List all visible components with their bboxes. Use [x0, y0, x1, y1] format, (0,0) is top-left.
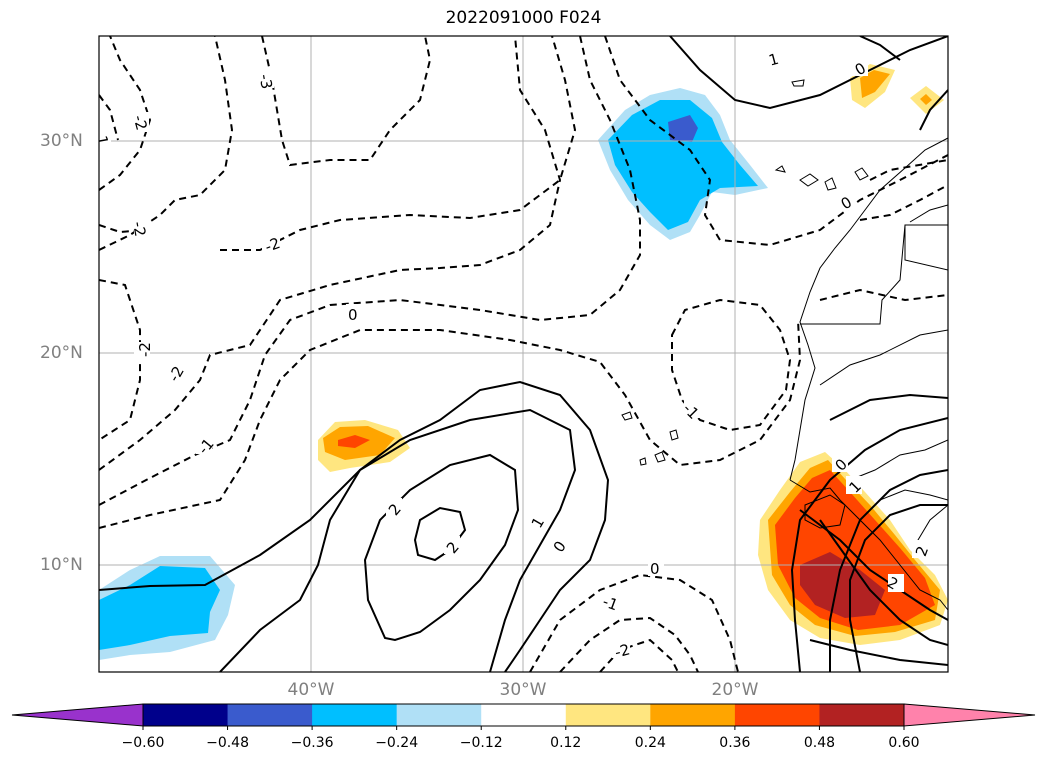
colorbar-tick-label: 0.48	[803, 735, 836, 751]
contour-label: 0	[348, 306, 358, 324]
colorbar-segment	[143, 704, 229, 726]
colorbar-tick-label: 0.60	[888, 735, 920, 751]
colorbar-ticks	[142, 726, 905, 730]
colorbar-tick-label: 0.24	[634, 735, 666, 751]
cold-anomaly-ne-inner	[608, 100, 758, 230]
colorbar-segment	[565, 704, 651, 726]
colorbar-extend-high	[903, 703, 1036, 727]
contour-label: -2	[129, 220, 149, 238]
colorbar-extend-low	[11, 703, 144, 727]
colorbar-tick-label: −0.60	[121, 735, 165, 751]
colorbar-segments	[143, 704, 905, 726]
lat-label-10n: 10°N	[40, 555, 83, 575]
lon-label-20w: 20°W	[711, 680, 759, 700]
colorbar-segment	[227, 704, 313, 726]
contour-label: -2	[262, 234, 282, 256]
warm-anomaly-ne-2-inner	[920, 94, 932, 105]
lon-label-30w: 30°W	[499, 680, 547, 700]
colorbar-tick-label: −0.12	[459, 735, 503, 751]
positive-contours	[99, 36, 948, 672]
colorbar-tick-label: −0.36	[290, 735, 334, 751]
lon-label-40w: 40°W	[287, 680, 335, 700]
colorbar-segment	[481, 704, 567, 726]
map-area: -3 -2 -2 -2 -2 -1 -2 0 0 1 0 -1 2	[92, 36, 948, 672]
contour-labels: -3 -2 -2 -2 -2 -1 -2 0 0 1 0 -1 2	[92, 48, 932, 662]
colorbar-tick-label: 0.12	[550, 735, 582, 751]
coastlines	[621, 79, 948, 611]
warm-anomaly-mid-core	[338, 435, 370, 448]
contour-lines	[99, 36, 948, 672]
contour-label: -2	[136, 342, 154, 357]
warm-anomaly-se-core	[800, 552, 885, 618]
colorbar-segment	[396, 704, 482, 726]
colorbar-segment	[734, 704, 820, 726]
colorbar-tick-label: −0.48	[206, 735, 249, 751]
contour-label: -1	[600, 592, 620, 614]
contour-label: -3	[255, 73, 275, 91]
contour-label: 1	[92, 134, 111, 147]
colorbar-segment	[819, 704, 905, 726]
map-title: 2022091000 F024	[445, 8, 602, 28]
lat-label-30n: 30°N	[40, 131, 83, 151]
warm-anomaly-ne-1-inner	[860, 70, 890, 98]
colorbar	[11, 703, 1036, 730]
cold-anomaly-ne-core	[668, 115, 698, 142]
contour-label: -2	[613, 640, 632, 661]
colorbar-segment	[312, 704, 398, 726]
negative-contours	[99, 36, 948, 672]
map-frame	[98, 35, 949, 673]
contour-label: -2	[130, 113, 151, 132]
lat-label-20n: 20°N	[40, 343, 83, 363]
gridlines	[99, 36, 948, 672]
colorbar-tick-label: 0.36	[719, 735, 751, 751]
colorbar-tick-label: −0.24	[375, 735, 419, 751]
contour-label: 0	[650, 560, 660, 578]
contour-label: 1	[767, 50, 781, 70]
colorbar-segment	[650, 704, 736, 726]
